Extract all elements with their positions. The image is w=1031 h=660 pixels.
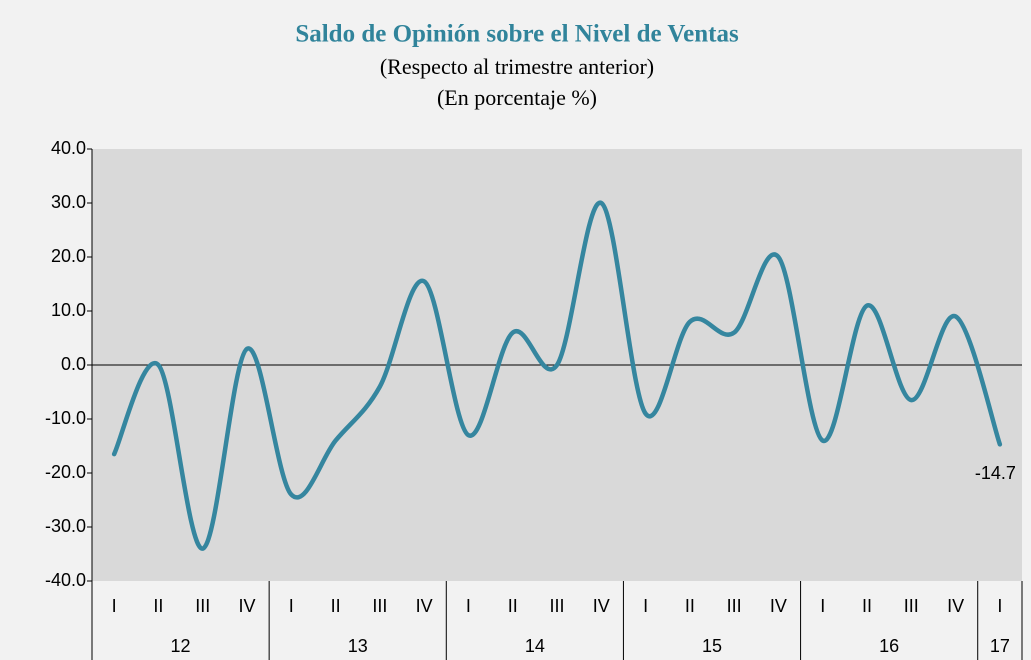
x-tick-label: I (997, 596, 1002, 616)
x-group-label: 15 (702, 636, 722, 656)
x-tick-label: II (153, 596, 163, 616)
x-tick-label: IV (238, 596, 255, 616)
y-tick-label: 20.0 (51, 246, 86, 266)
y-tick-label: 30.0 (51, 192, 86, 212)
y-tick-label: -10.0 (45, 408, 86, 428)
x-group-label: 17 (990, 636, 1010, 656)
x-group-label: 13 (348, 636, 368, 656)
data-label: -14.7 (975, 463, 1016, 483)
data-line (111, 200, 1003, 551)
x-tick-label: IV (593, 596, 610, 616)
x-tick-label: II (508, 596, 518, 616)
x-tick-label: I (820, 596, 825, 616)
x-group-label: 16 (879, 636, 899, 656)
x-tick-label: II (862, 596, 872, 616)
chart-subtitle: (En porcentaje %) (437, 85, 597, 110)
x-tick-label: IV (947, 596, 964, 616)
x-tick-label: II (331, 596, 341, 616)
chart-title: Saldo de Opinión sobre el Nivel de Venta… (295, 21, 739, 48)
x-tick-label: III (904, 596, 919, 616)
x-tick-label: III (195, 596, 210, 616)
x-group-label: 14 (525, 636, 545, 656)
x-tick-label: IV (770, 596, 787, 616)
x-group-label: 12 (171, 636, 191, 656)
y-tick-label: 10.0 (51, 300, 86, 320)
x-tick-label: I (289, 596, 294, 616)
y-tick-label: -40.0 (45, 570, 86, 590)
x-tick-label: I (643, 596, 648, 616)
x-tick-label: III (727, 596, 742, 616)
y-tick-label: 0.0 (61, 354, 86, 374)
x-tick-label: I (112, 596, 117, 616)
x-tick-label: III (549, 596, 564, 616)
chart-subtitle: (Respecto al trimestre anterior) (380, 54, 654, 79)
y-tick-label: -20.0 (45, 462, 86, 482)
y-tick-label: 40.0 (51, 138, 86, 158)
y-tick-label: -30.0 (45, 516, 86, 536)
x-tick-label: II (685, 596, 695, 616)
x-tick-label: I (466, 596, 471, 616)
x-tick-label: III (372, 596, 387, 616)
x-tick-label: IV (416, 596, 433, 616)
